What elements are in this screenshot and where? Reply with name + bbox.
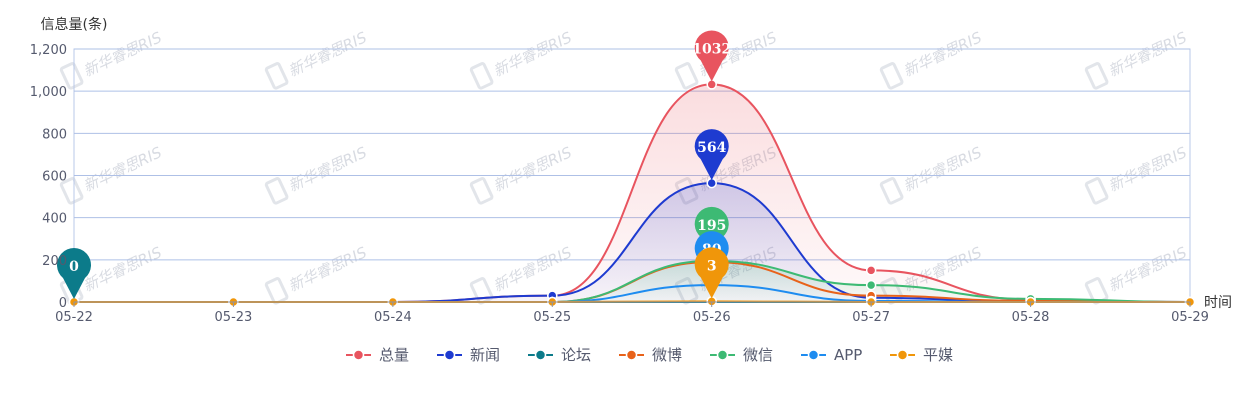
legend-item[interactable]: 平媒 <box>890 346 953 364</box>
legend-item[interactable]: 总量 <box>346 346 409 364</box>
watermark-logo-icon <box>264 277 289 305</box>
watermark-item: 新华睿思RIS <box>59 28 165 90</box>
legend-label: 新闻 <box>470 346 500 364</box>
y-tick-label: 200 <box>42 254 67 269</box>
x-tick-label: 05-27 <box>852 310 890 325</box>
legend-dot-icon <box>807 349 820 361</box>
y-tick-label: 0 <box>59 296 67 311</box>
legend-label: 微博 <box>652 346 682 364</box>
legend-dot-icon <box>443 349 456 361</box>
watermark-text: 新华睿思RIS <box>80 243 165 295</box>
data-point <box>865 279 877 291</box>
marker-value-label: 3 <box>707 258 717 274</box>
x-tick-label: 05-29 <box>1171 310 1209 325</box>
y-axis-title: 信息量(条) <box>41 16 108 33</box>
watermark-logo-icon <box>264 177 289 205</box>
max-value-marker: 1032 <box>692 30 731 82</box>
marker-pin <box>57 248 91 299</box>
legend-item[interactable]: 微博 <box>619 346 682 364</box>
watermark-logo-icon <box>59 177 84 205</box>
legend-dot-icon <box>716 349 729 361</box>
marker-value-label: 564 <box>697 140 726 156</box>
watermark-logo-icon <box>1084 62 1109 90</box>
max-value-marker: 3 <box>694 247 729 299</box>
legend-label: 论坛 <box>561 346 591 364</box>
x-tick-label: 05-28 <box>1012 310 1050 325</box>
watermark-text: 新华睿思RIS <box>1105 28 1190 80</box>
x-tick-label: 05-25 <box>533 310 571 325</box>
marker-value-label: 195 <box>697 218 726 234</box>
watermark-text: 新华睿思RIS <box>80 28 165 80</box>
x-tick-label: 05-23 <box>215 310 253 325</box>
marker-value-label: 0 <box>69 259 79 275</box>
watermark-item: 新华睿思RIS <box>469 143 575 205</box>
x-tick-label: 05-24 <box>374 310 412 325</box>
watermark-logo-icon <box>59 62 84 90</box>
max-value-marker: 564 <box>694 129 729 181</box>
watermark-logo-icon <box>879 177 904 205</box>
watermark-item: 新华睿思RIS <box>1084 243 1190 305</box>
pin-layer: 10325640195803 <box>57 30 731 299</box>
watermark-item: 新华睿思RIS <box>1084 28 1190 90</box>
watermark-logo-icon <box>879 62 904 90</box>
legend-dot-icon <box>352 349 365 361</box>
legend-dot-icon <box>896 349 909 361</box>
marker-pin <box>694 30 729 82</box>
watermark-text: 新华睿思RIS <box>1105 243 1190 295</box>
watermark-logo-icon <box>469 62 494 90</box>
watermark-logo-icon <box>264 62 289 90</box>
y-tick-label: 600 <box>42 170 67 185</box>
watermark-text: 新华睿思RIS <box>900 28 985 80</box>
y-tick-label: 1,000 <box>30 85 67 100</box>
legend-label: 平媒 <box>923 346 953 364</box>
x-tick-label: 05-22 <box>55 310 93 325</box>
legend-item[interactable]: 新闻 <box>437 346 500 364</box>
watermark-text: 新华睿思RIS <box>490 243 575 295</box>
marker-pin <box>694 247 729 299</box>
legend-label: APP <box>834 346 862 364</box>
y-tick-label: 800 <box>42 127 67 142</box>
watermark-text: 新华睿思RIS <box>285 143 370 195</box>
marker-value-label: 1032 <box>692 41 731 57</box>
watermark-text: 新华睿思RIS <box>285 28 370 80</box>
watermark-item: 新华睿思RIS <box>264 143 370 205</box>
watermark-text: 新华睿思RIS <box>900 143 985 195</box>
watermark-text: 新华睿思RIS <box>80 143 165 195</box>
x-axis-title: 时间 <box>1204 295 1232 311</box>
watermark-logo-icon <box>674 62 699 90</box>
watermark-item: 新华睿思RIS <box>264 243 370 305</box>
legend-label: 总量 <box>379 346 409 364</box>
y-tick-label: 1,200 <box>30 43 67 58</box>
legend-dot-icon <box>534 349 547 361</box>
marker-pin <box>694 129 729 181</box>
watermark-item: 新华睿思RIS <box>59 143 165 205</box>
watermark-item: 新华睿思RIS <box>879 28 985 90</box>
watermark-item: 新华睿思RIS <box>1084 143 1190 205</box>
series-area <box>74 84 1190 302</box>
max-value-marker: 0 <box>57 248 91 299</box>
legend-item[interactable]: 论坛 <box>528 346 591 364</box>
legend-item[interactable]: 微信 <box>710 346 773 364</box>
watermark-text: 新华睿思RIS <box>490 143 575 195</box>
watermark-logo-icon <box>469 177 494 205</box>
watermark-item: 新华睿思RIS <box>879 143 985 205</box>
watermark-item: 新华睿思RIS <box>264 28 370 90</box>
y-tick-label: 400 <box>42 212 67 227</box>
area-layer <box>74 84 1190 302</box>
watermark-text: 新华睿思RIS <box>490 28 575 80</box>
watermark-text: 新华睿思RIS <box>1105 143 1190 195</box>
data-point <box>865 265 877 276</box>
legend-item[interactable]: APP <box>801 346 862 364</box>
series-area <box>74 183 1190 302</box>
watermark-item: 新华睿思RIS <box>469 28 575 90</box>
x-tick-label: 05-26 <box>693 310 731 325</box>
watermark-text: 新华睿思RIS <box>285 243 370 295</box>
watermark-logo-icon <box>1084 177 1109 205</box>
legend-dot-icon <box>625 349 638 361</box>
legend-label: 微信 <box>743 346 773 364</box>
legend[interactable]: 总量 新闻 论坛 微博 微信 APP 平媒 <box>346 346 953 364</box>
